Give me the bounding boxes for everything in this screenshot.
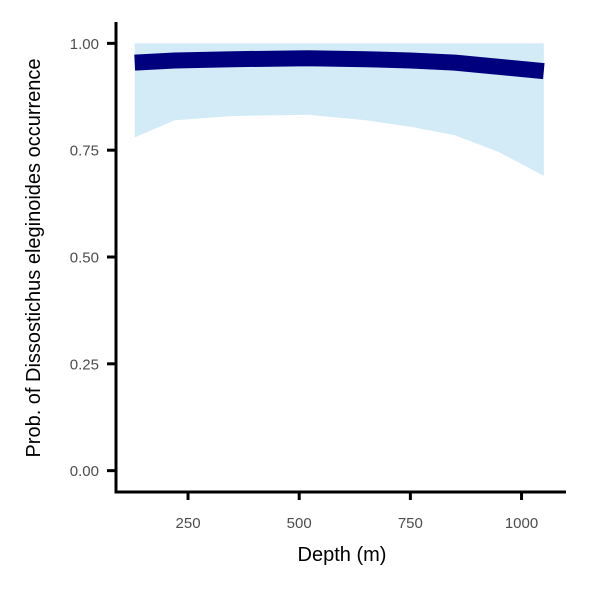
plot-area bbox=[134, 43, 545, 176]
y-tick-label: 0.25 bbox=[70, 356, 99, 373]
y-tick-label: 1.00 bbox=[70, 36, 99, 53]
y-tick-label: 0.75 bbox=[70, 143, 99, 160]
x-tick-label: 250 bbox=[176, 515, 201, 532]
y-tick-label: 0.50 bbox=[70, 250, 99, 267]
confidence-band bbox=[134, 43, 544, 176]
x-axis-ticks: 250 500 750 1000 bbox=[176, 492, 538, 532]
y-tick-label: 0.00 bbox=[70, 463, 99, 480]
x-tick-label: 500 bbox=[287, 515, 312, 532]
fitted-line bbox=[134, 50, 545, 80]
x-tick-label: 750 bbox=[398, 515, 423, 532]
x-tick-label: 1000 bbox=[505, 515, 538, 532]
x-axis-title: Depth (m) bbox=[298, 544, 387, 566]
y-axis-ticks: 0.00 0.25 0.50 0.75 1.00 bbox=[70, 36, 116, 480]
y-axis-title: Prob. of Dissostichus eleginoides occurr… bbox=[23, 58, 45, 457]
